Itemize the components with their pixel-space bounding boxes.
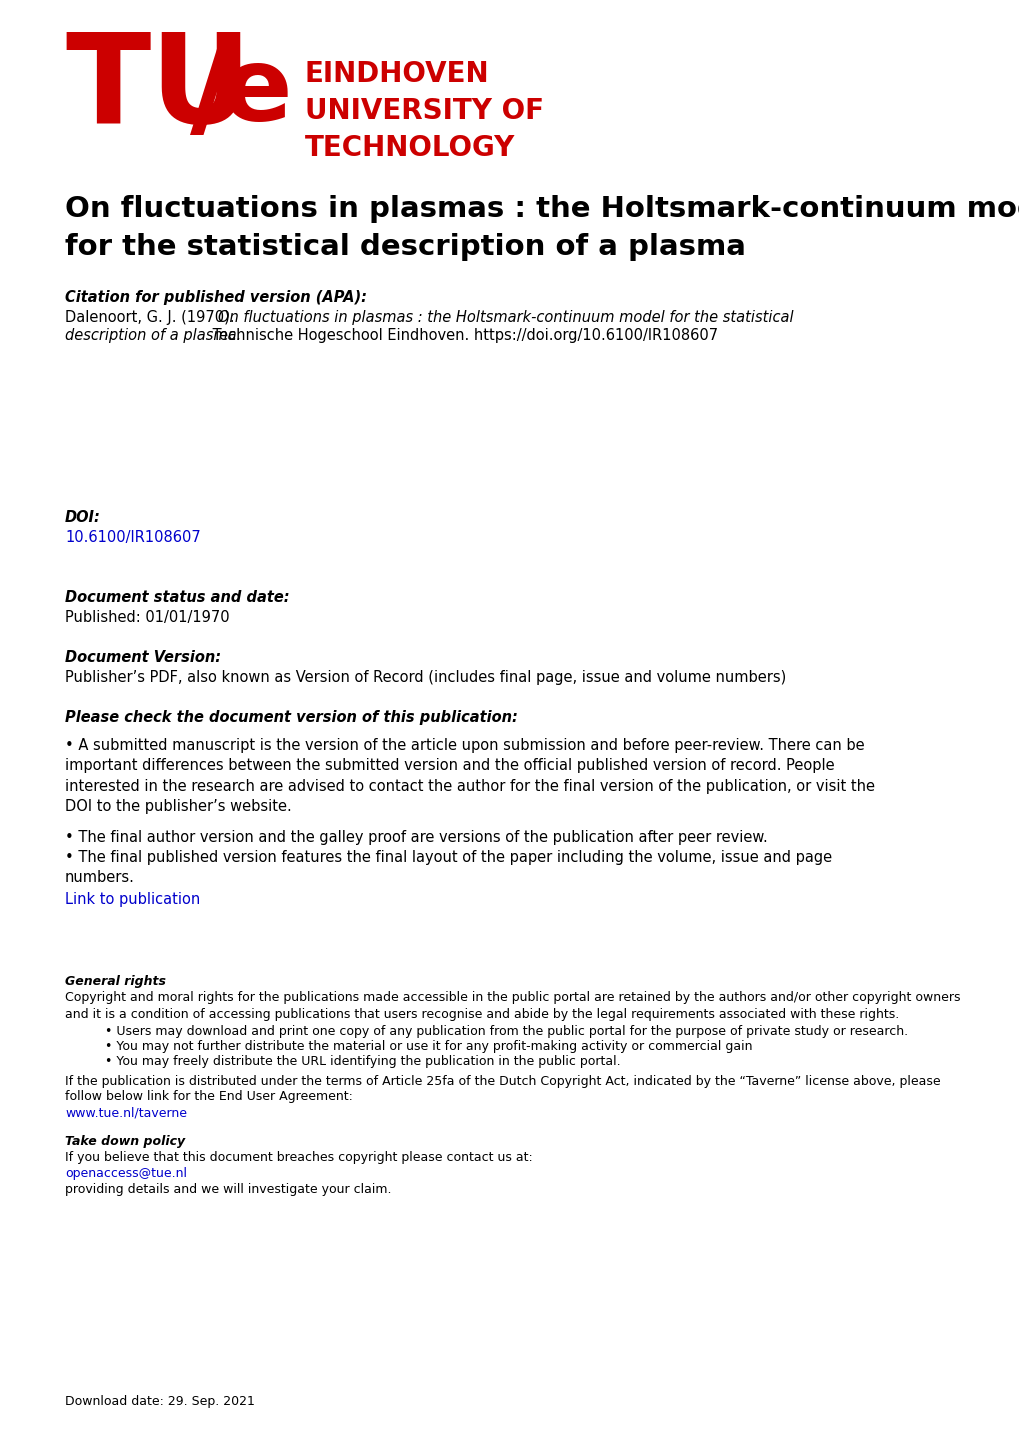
Text: Document Version:: Document Version: — [65, 649, 221, 665]
Text: • You may not further distribute the material or use it for any profit-making ac: • You may not further distribute the mat… — [105, 1040, 752, 1053]
Text: UNIVERSITY OF: UNIVERSITY OF — [305, 97, 543, 126]
Text: www.tue.nl/taverne: www.tue.nl/taverne — [65, 1107, 186, 1120]
Text: Take down policy: Take down policy — [65, 1136, 184, 1149]
Text: • A submitted manuscript is the version of the article upon submission and befor: • A submitted manuscript is the version … — [65, 737, 874, 814]
Text: Please check the document version of this publication:: Please check the document version of thi… — [65, 710, 518, 724]
Text: Citation for published version (APA):: Citation for published version (APA): — [65, 290, 367, 304]
Text: If you believe that this document breaches copyright please contact us at:: If you believe that this document breach… — [65, 1152, 532, 1165]
Text: Link to publication: Link to publication — [65, 892, 200, 908]
Text: 10.6100/IR108607: 10.6100/IR108607 — [65, 530, 201, 545]
Text: If the publication is distributed under the terms of Article 25fa of the Dutch C: If the publication is distributed under … — [65, 1075, 940, 1088]
Text: e: e — [222, 42, 292, 143]
Text: Dalenoort, G. J. (1970).: Dalenoort, G. J. (1970). — [65, 310, 238, 325]
Text: Technische Hogeschool Eindhoven. https://doi.org/10.6100/IR108607: Technische Hogeschool Eindhoven. https:/… — [208, 328, 717, 343]
Text: Download date: 29. Sep. 2021: Download date: 29. Sep. 2021 — [65, 1395, 255, 1408]
Text: • The final author version and the galley proof are versions of the publication : • The final author version and the galle… — [65, 830, 767, 846]
Text: • The final published version features the final layout of the paper including t: • The final published version features t… — [65, 850, 832, 886]
Text: for the statistical description of a plasma: for the statistical description of a pla… — [65, 232, 745, 261]
Text: Document status and date:: Document status and date: — [65, 590, 289, 605]
Text: • You may freely distribute the URL identifying the publication in the public po: • You may freely distribute the URL iden… — [105, 1055, 620, 1068]
Text: follow below link for the End User Agreement:: follow below link for the End User Agree… — [65, 1089, 353, 1102]
Text: TU: TU — [65, 27, 252, 149]
Text: Copyright and moral rights for the publications made accessible in the public po: Copyright and moral rights for the publi… — [65, 991, 960, 1022]
Text: description of a plasma.: description of a plasma. — [65, 328, 242, 343]
Text: TECHNOLOGY: TECHNOLOGY — [305, 134, 515, 162]
Text: Published: 01/01/1970: Published: 01/01/1970 — [65, 610, 229, 625]
Text: General rights: General rights — [65, 975, 166, 988]
Text: Publisher’s PDF, also known as Version of Record (includes final page, issue and: Publisher’s PDF, also known as Version o… — [65, 670, 786, 685]
Text: EINDHOVEN: EINDHOVEN — [305, 61, 489, 88]
Text: /: / — [190, 27, 235, 149]
Text: On fluctuations in plasmas : the Holtsmark-continuum model: On fluctuations in plasmas : the Holtsma… — [65, 195, 1019, 224]
Text: • Users may download and print one copy of any publication from the public porta: • Users may download and print one copy … — [105, 1025, 907, 1038]
Text: providing details and we will investigate your claim.: providing details and we will investigat… — [65, 1183, 391, 1196]
Text: openaccess@tue.nl: openaccess@tue.nl — [65, 1167, 186, 1180]
Text: DOI:: DOI: — [65, 509, 101, 525]
Text: On fluctuations in plasmas : the Holtsmark-continuum model for the statistical: On fluctuations in plasmas : the Holtsma… — [218, 310, 793, 325]
